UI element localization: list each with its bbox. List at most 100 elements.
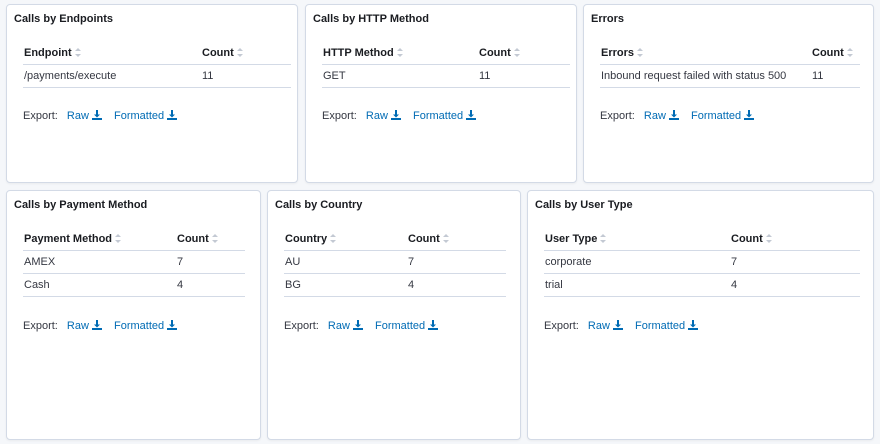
- sort-icon[interactable]: [236, 47, 243, 57]
- table-cell: 4: [407, 273, 506, 297]
- table-row: trial 4: [544, 273, 860, 297]
- table-cell: Cash: [23, 273, 176, 297]
- sort-icon[interactable]: [442, 233, 449, 243]
- export-formatted-link[interactable]: Formatted: [413, 110, 477, 122]
- export-label: Export:: [600, 110, 635, 122]
- export-bar: Export: Raw Formatted: [284, 320, 439, 332]
- panel-calls-by-country: Calls by Country Country Count AU 7 BG 4…: [267, 190, 521, 440]
- table-cell: 4: [730, 273, 860, 297]
- column-header-count[interactable]: Count: [176, 227, 245, 251]
- table-header-row: User Type Count: [544, 227, 860, 251]
- table-row: /payments/execute 11: [23, 64, 291, 88]
- download-icon: [167, 320, 178, 330]
- export-bar: Export: Raw Formatted: [23, 320, 178, 332]
- panel-title: Calls by Payment Method: [14, 199, 148, 211]
- table-cell: GET: [322, 64, 478, 88]
- column-header-user-type[interactable]: User Type: [544, 227, 730, 251]
- table-header-row: Errors Count: [600, 41, 860, 65]
- data-table: HTTP Method Count GET 11: [322, 41, 570, 88]
- column-header-http-method[interactable]: HTTP Method: [322, 41, 478, 65]
- export-label: Export:: [284, 320, 319, 332]
- table-cell: /payments/execute: [23, 64, 201, 88]
- data-table: User Type Count corporate 7 trial 4: [544, 227, 860, 297]
- export-raw-link[interactable]: Raw: [588, 320, 623, 332]
- table-cell: AMEX: [23, 250, 176, 274]
- download-icon: [428, 320, 439, 330]
- sort-icon[interactable]: [765, 233, 772, 243]
- column-header-count[interactable]: Count: [478, 41, 570, 65]
- table-cell: AU: [284, 250, 407, 274]
- sort-icon[interactable]: [115, 233, 122, 243]
- sort-icon[interactable]: [600, 233, 607, 243]
- table-cell: Inbound request failed with status 500: [600, 64, 811, 88]
- panel-calls-by-payment-method: Calls by Payment Method Payment Method C…: [6, 190, 261, 440]
- export-raw-link[interactable]: Raw: [328, 320, 363, 332]
- table-cell: 7: [730, 250, 860, 274]
- table-cell: 11: [811, 64, 860, 88]
- export-formatted-link[interactable]: Formatted: [375, 320, 439, 332]
- table-cell: corporate: [544, 250, 730, 274]
- column-header-errors[interactable]: Errors: [600, 41, 811, 65]
- column-header-country[interactable]: Country: [284, 227, 407, 251]
- sort-icon[interactable]: [513, 47, 520, 57]
- export-bar: Export: Raw Formatted: [322, 110, 477, 122]
- column-header-payment-method[interactable]: Payment Method: [23, 227, 176, 251]
- sort-icon[interactable]: [330, 233, 337, 243]
- download-icon: [390, 110, 401, 120]
- table-cell: 7: [407, 250, 506, 274]
- export-raw-link[interactable]: Raw: [366, 110, 401, 122]
- panel-title: Calls by User Type: [535, 199, 633, 211]
- table-header-row: Payment Method Count: [23, 227, 245, 251]
- data-table: Payment Method Count AMEX 7 Cash 4: [23, 227, 245, 297]
- sort-icon[interactable]: [211, 233, 218, 243]
- export-raw-link[interactable]: Raw: [67, 320, 102, 332]
- column-header-count[interactable]: Count: [730, 227, 860, 251]
- download-icon: [744, 110, 755, 120]
- table-cell: 4: [176, 273, 245, 297]
- download-icon: [167, 110, 178, 120]
- panel-calls-by-endpoints: Calls by Endpoints Endpoint Count /payme…: [6, 4, 298, 183]
- panel-title: Errors: [591, 13, 625, 25]
- export-raw-link[interactable]: Raw: [67, 110, 102, 122]
- download-icon: [91, 320, 102, 330]
- export-formatted-link[interactable]: Formatted: [635, 320, 699, 332]
- column-header-count[interactable]: Count: [811, 41, 860, 65]
- export-label: Export:: [23, 320, 58, 332]
- sort-icon[interactable]: [846, 47, 853, 57]
- export-bar: Export: Raw Formatted: [23, 110, 178, 122]
- panel-errors: Errors Errors Count Inbound request fail…: [583, 4, 874, 183]
- sort-icon[interactable]: [74, 47, 81, 57]
- table-header-row: HTTP Method Count: [322, 41, 570, 65]
- export-formatted-link[interactable]: Formatted: [114, 320, 178, 332]
- table-header-row: Endpoint Count: [23, 41, 291, 65]
- column-header-count[interactable]: Count: [407, 227, 506, 251]
- data-table: Country Count AU 7 BG 4: [284, 227, 506, 297]
- download-icon: [466, 110, 477, 120]
- download-icon: [688, 320, 699, 330]
- export-bar: Export: Raw Formatted: [544, 320, 699, 332]
- panel-title: Calls by Country: [275, 199, 363, 211]
- export-formatted-link[interactable]: Formatted: [114, 110, 178, 122]
- column-header-endpoint[interactable]: Endpoint: [23, 41, 201, 65]
- sort-icon[interactable]: [396, 47, 403, 57]
- column-header-count[interactable]: Count: [201, 41, 291, 65]
- sort-icon[interactable]: [637, 47, 644, 57]
- export-label: Export:: [23, 110, 58, 122]
- download-icon: [668, 110, 679, 120]
- table-header-row: Country Count: [284, 227, 506, 251]
- table-cell: 11: [201, 64, 291, 88]
- table-row: corporate 7: [544, 250, 860, 274]
- download-icon: [91, 110, 102, 120]
- export-label: Export:: [322, 110, 357, 122]
- export-raw-link[interactable]: Raw: [644, 110, 679, 122]
- table-cell: trial: [544, 273, 730, 297]
- panel-title: Calls by HTTP Method: [313, 13, 429, 25]
- export-bar: Export: Raw Formatted: [600, 110, 755, 122]
- panel-calls-by-user-type: Calls by User Type User Type Count corpo…: [527, 190, 874, 440]
- export-formatted-link[interactable]: Formatted: [691, 110, 755, 122]
- data-table: Errors Count Inbound request failed with…: [600, 41, 860, 88]
- table-row: AU 7: [284, 250, 506, 274]
- panel-title: Calls by Endpoints: [14, 13, 114, 25]
- panel-calls-by-http-method: Calls by HTTP Method HTTP Method Count G…: [305, 4, 577, 183]
- table-cell: 11: [478, 64, 570, 88]
